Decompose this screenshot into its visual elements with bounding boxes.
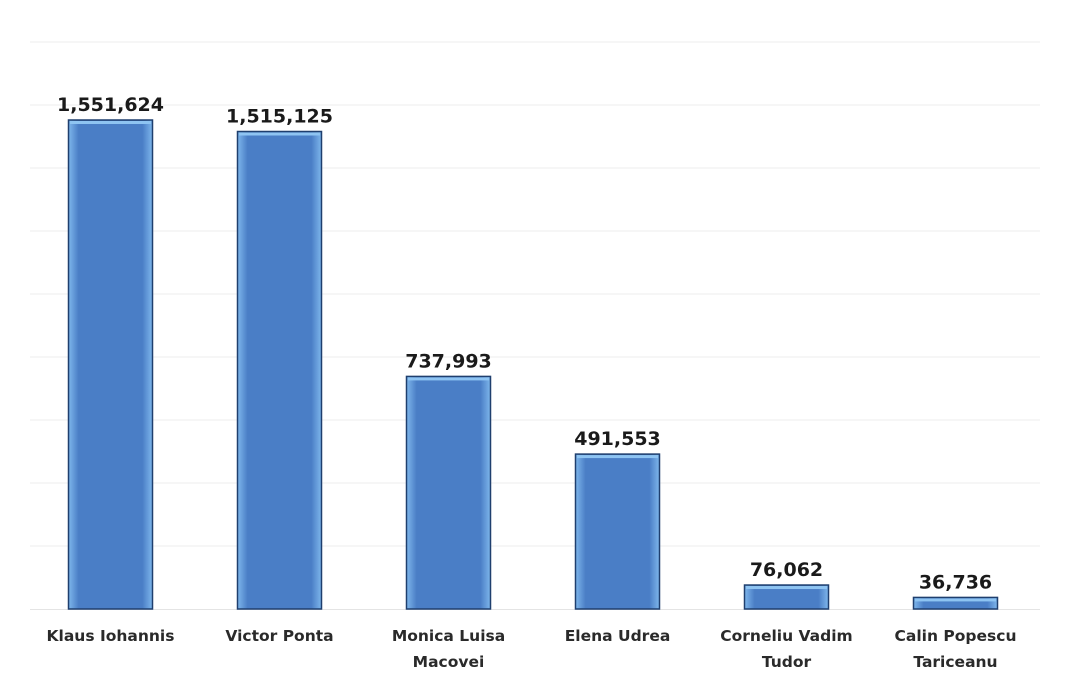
category-label-line: Victor Ponta [225,627,333,645]
bar-top-highlight [70,121,151,124]
category-label: Victor Ponta [225,627,333,645]
bar [236,130,323,610]
category-label: Monica Luisa Macovei [392,627,505,671]
bar [405,375,492,610]
data-labels: 1,551,624 1,515,125 737,993 491,553 76,062 36… [57,94,992,593]
bar [743,584,830,610]
bar-top-highlight [577,455,658,459]
category-label: Klaus Iohannis [47,627,175,645]
data-label: 737,993 [405,350,492,372]
category-label-line: Macovei [413,653,485,671]
data-label: 1,515,125 [226,106,333,128]
bar-top-highlight [408,377,489,381]
category-label-line: Elena Udrea [565,627,671,645]
category-label-line: Corneliu Vadim [720,627,852,645]
gridlines [30,41,1040,610]
bar [574,453,661,610]
category-label: Elena Udrea [565,627,671,645]
category-label: Corneliu Vadim Tudor [720,627,852,671]
bar [67,119,154,610]
bar-top-highlight [239,132,320,136]
category-label: Calin Popescu Tariceanu [895,627,1017,671]
data-label: 76,062 [750,559,823,581]
category-labels: Klaus Iohannis Victor Ponta Monica Luisa Ma… [47,627,1017,671]
category-label-line: Calin Popescu [895,627,1017,645]
bars [67,119,999,610]
bar [912,596,999,610]
data-label: 1,551,624 [57,94,164,116]
category-label-line: Tudor [762,653,812,671]
category-label-line: Monica Luisa [392,627,505,645]
data-label: 36,736 [919,571,992,593]
bar-top-highlight [746,586,827,590]
category-label-line: Klaus Iohannis [47,627,175,645]
data-label: 491,553 [574,428,661,450]
category-label-line: Tariceanu [913,653,997,671]
bar-top-highlight [915,598,996,602]
